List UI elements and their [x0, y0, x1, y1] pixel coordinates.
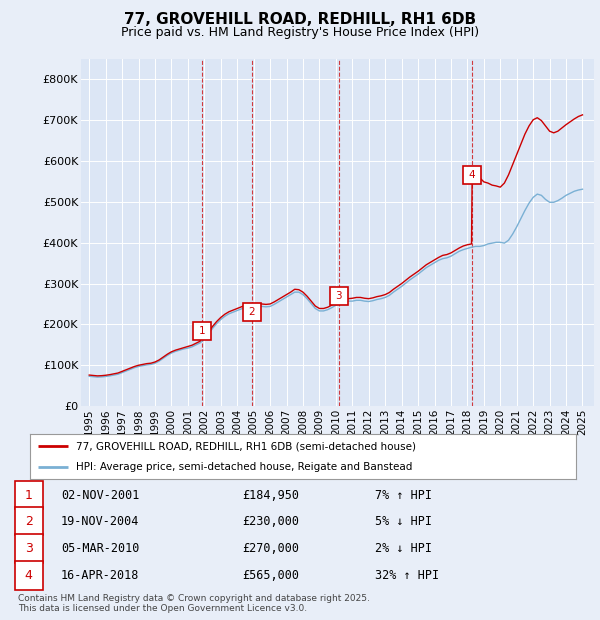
Text: 3: 3 — [335, 291, 342, 301]
FancyBboxPatch shape — [15, 562, 43, 590]
Text: 7% ↑ HPI: 7% ↑ HPI — [375, 489, 432, 502]
Text: 3: 3 — [25, 542, 32, 555]
Text: 05-MAR-2010: 05-MAR-2010 — [61, 542, 139, 555]
Text: 4: 4 — [469, 170, 475, 180]
FancyBboxPatch shape — [15, 481, 43, 510]
Text: 4: 4 — [25, 569, 32, 582]
Text: 5% ↓ HPI: 5% ↓ HPI — [375, 515, 432, 528]
Text: 16-APR-2018: 16-APR-2018 — [61, 569, 139, 582]
Text: Contains HM Land Registry data © Crown copyright and database right 2025.
This d: Contains HM Land Registry data © Crown c… — [18, 594, 370, 613]
Text: 1: 1 — [25, 489, 32, 502]
Text: 1: 1 — [199, 326, 205, 335]
Text: 19-NOV-2004: 19-NOV-2004 — [61, 515, 139, 528]
Text: 77, GROVEHILL ROAD, REDHILL, RH1 6DB: 77, GROVEHILL ROAD, REDHILL, RH1 6DB — [124, 12, 476, 27]
Text: 02-NOV-2001: 02-NOV-2001 — [61, 489, 139, 502]
Text: 32% ↑ HPI: 32% ↑ HPI — [375, 569, 439, 582]
Text: 2: 2 — [25, 515, 32, 528]
Text: Price paid vs. HM Land Registry's House Price Index (HPI): Price paid vs. HM Land Registry's House … — [121, 26, 479, 39]
Text: £565,000: £565,000 — [242, 569, 299, 582]
Text: HPI: Average price, semi-detached house, Reigate and Banstead: HPI: Average price, semi-detached house,… — [76, 463, 413, 472]
Text: 77, GROVEHILL ROAD, REDHILL, RH1 6DB (semi-detached house): 77, GROVEHILL ROAD, REDHILL, RH1 6DB (se… — [76, 441, 416, 451]
Text: £230,000: £230,000 — [242, 515, 299, 528]
Text: £270,000: £270,000 — [242, 542, 299, 555]
Text: £184,950: £184,950 — [242, 489, 299, 502]
Text: 2: 2 — [248, 307, 255, 317]
FancyBboxPatch shape — [15, 507, 43, 536]
Text: 2% ↓ HPI: 2% ↓ HPI — [375, 542, 432, 555]
FancyBboxPatch shape — [15, 534, 43, 562]
